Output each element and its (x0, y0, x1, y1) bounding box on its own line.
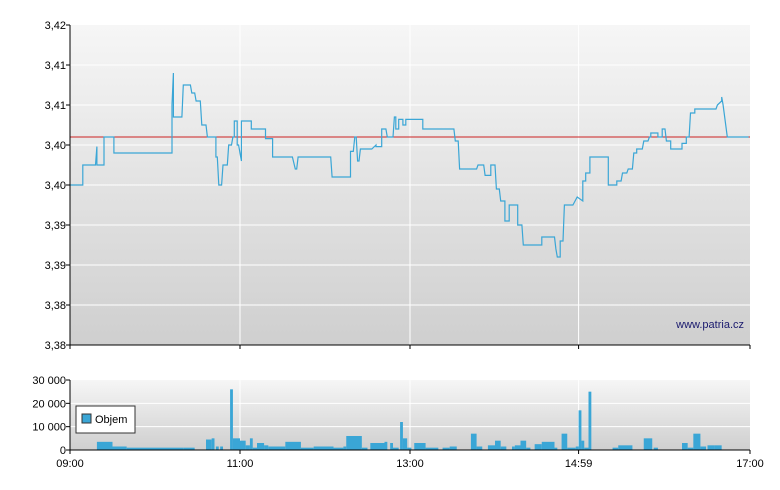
volume-x-tick-label: 11:00 (227, 458, 254, 470)
volume-bar (384, 441, 388, 450)
volume-bar (211, 438, 215, 450)
legend-label: Objem (95, 414, 127, 426)
volume-x-tick-label: 14:59 (565, 458, 593, 470)
volume-bar (370, 443, 385, 450)
volume-bar (581, 440, 585, 450)
volume-bar (183, 447, 189, 450)
volume-bar (407, 447, 412, 450)
price-series-line (70, 72, 749, 258)
volume-bar (264, 445, 269, 450)
volume-bar (390, 443, 393, 450)
volume-bar (257, 443, 265, 450)
volume-bar (643, 438, 653, 450)
volume-bar (714, 445, 722, 450)
volume-bar (285, 441, 301, 450)
volume-x-tick-label: 09:00 (56, 458, 84, 470)
volume-bar (189, 447, 195, 450)
volume-x-tick-label: 17:00 (736, 458, 764, 470)
volume-bar (240, 440, 246, 450)
volume-bar (693, 433, 701, 450)
volume-bars (96, 389, 722, 450)
volume-bar (268, 446, 286, 450)
volume-bar (567, 447, 572, 450)
volume-bar (245, 445, 250, 450)
volume-bar (333, 447, 344, 450)
volume-bar (476, 446, 483, 450)
price-y-tick-label: 3,39 (45, 260, 66, 272)
volume-bar (520, 440, 527, 450)
price-panel: 3,42 3,41 3,41 3,40 3,40 3,39 3,39 3,38 3,38 www… (45, 20, 751, 352)
volume-bar (526, 447, 531, 450)
volume-bar (687, 447, 694, 450)
volume-panel: 30 000 20 000 10 000 0 09:00 11:00 13:00 14:59… (32, 375, 763, 470)
price-y-tick-label: 3,41 (45, 100, 66, 112)
volume-bar (612, 447, 619, 450)
volume-bar (232, 438, 240, 450)
volume-bar (402, 438, 408, 450)
volume-bar (584, 447, 589, 450)
volume-bar (361, 447, 368, 450)
volume-bar (215, 446, 219, 450)
volume-bar (707, 445, 715, 450)
volume-bar (618, 445, 633, 450)
volume-bar (700, 446, 707, 450)
legend-swatch (81, 413, 92, 424)
volume-bar (578, 410, 582, 450)
price-y-tick-label: 3,38 (45, 300, 66, 312)
volume-bar (588, 391, 592, 450)
volume-bar (554, 447, 558, 450)
volume-bar (575, 446, 579, 450)
volume-bar (300, 447, 314, 450)
volume-bar (112, 446, 127, 450)
volume-bar (313, 446, 334, 450)
volume-y-axis: 30 000 20 000 10 000 0 (32, 375, 70, 457)
watermark: www.patria.cz (675, 319, 744, 331)
volume-x-tick-label: 13:00 (396, 458, 424, 470)
volume-legend: Objem (75, 405, 136, 434)
volume-bar (495, 440, 501, 450)
volume-y-tick-label: 0 (60, 445, 66, 457)
volume-bar (230, 389, 233, 450)
volume-x-axis: 09:00 11:00 13:00 14:59 17:00 (56, 450, 764, 470)
volume-bar (470, 433, 477, 450)
price-y-axis: 3,42 3,41 3,41 3,40 3,40 3,39 3,39 3,38 3,38 (45, 20, 70, 352)
volume-bar (414, 443, 426, 450)
volume-bar (393, 447, 399, 450)
price-grid (70, 25, 750, 345)
price-y-tick-label: 3,38 (45, 340, 66, 352)
volume-y-tick-label: 20 000 (32, 398, 66, 410)
volume-bar (400, 422, 403, 450)
price-y-tick-label: 3,40 (45, 140, 66, 152)
volume-bar (252, 447, 257, 450)
price-y-tick-label: 3,41 (45, 60, 66, 72)
volume-bar (541, 441, 555, 450)
volume-bar (343, 446, 347, 450)
price-y-tick-label: 3,42 (45, 20, 66, 32)
price-y-tick-label: 3,39 (45, 220, 66, 232)
volume-bar (425, 447, 439, 450)
volume-bar (249, 438, 253, 450)
volume-bar (653, 447, 658, 450)
volume-bar (442, 447, 450, 450)
volume-bar (220, 446, 223, 450)
volume-bar (346, 436, 362, 450)
price-x-ticks (69, 345, 751, 349)
volume-bar (514, 445, 521, 450)
volume-bar (561, 433, 568, 450)
volume-y-tick-label: 30 000 (32, 375, 66, 387)
price-y-tick-label: 3,40 (45, 180, 66, 192)
volume-bar (449, 446, 457, 450)
volume-y-tick-label: 10 000 (32, 422, 66, 434)
volume-bar (571, 447, 576, 450)
volume-bar (534, 444, 542, 450)
volume-bar (500, 446, 507, 450)
volume-bar (96, 441, 113, 450)
volume-bar (682, 443, 688, 450)
volume-bar (126, 447, 184, 450)
volume-bar (206, 439, 212, 450)
volume-bar (512, 446, 515, 450)
volume-bar (487, 445, 495, 450)
